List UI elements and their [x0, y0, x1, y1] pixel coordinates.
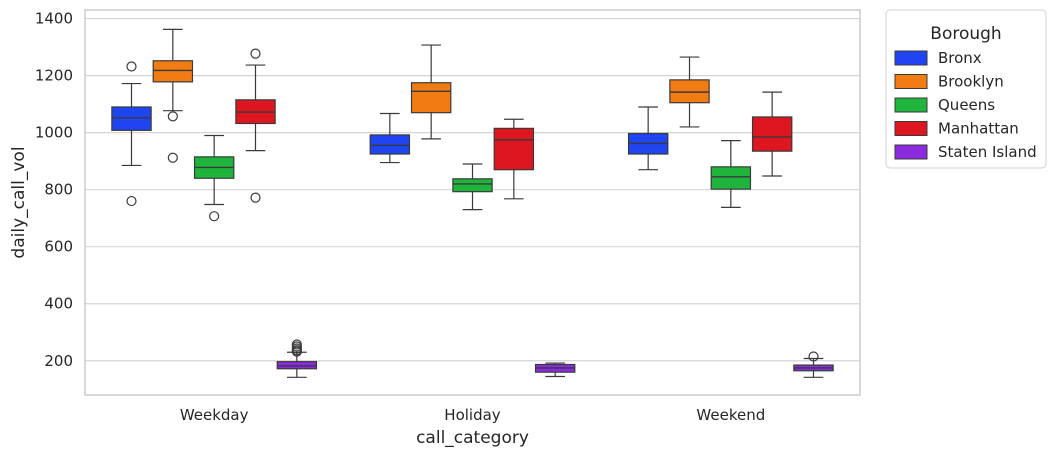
y-tick-label: 600 — [44, 238, 73, 256]
box-staten-island-weekend — [793, 351, 834, 378]
box-brooklyn-weekend — [669, 56, 710, 128]
y-tick-label: 200 — [44, 352, 73, 370]
legend-label: Brooklyn — [938, 73, 1004, 91]
legend: Borough Bronx Brooklyn Queens Manhattan Stat… — [885, 9, 1047, 169]
box-iqr — [669, 79, 710, 104]
box-bronx-weekday — [111, 61, 152, 207]
box-iqr — [276, 361, 318, 370]
legend-swatch — [894, 97, 928, 113]
plot-frame — [84, 9, 861, 396]
y-tick-label: 800 — [44, 181, 73, 199]
x-axis-label: call_category — [416, 428, 529, 448]
box-queens-weekend — [710, 140, 752, 208]
outlier-point — [167, 111, 178, 122]
box-iqr — [410, 82, 452, 114]
box-queens-weekday — [193, 134, 235, 222]
box-bronx-weekend — [627, 106, 669, 171]
box-iqr — [710, 166, 752, 190]
legend-label: Queens — [938, 96, 995, 114]
legend-swatch — [894, 121, 928, 136]
x-tick-label: Weekday — [180, 406, 249, 424]
outlier-point — [250, 192, 261, 203]
box-bronx-holiday — [369, 112, 411, 164]
y-tick-label: 1000 — [35, 124, 73, 142]
outlier-point — [126, 61, 137, 72]
x-ticks: Weekday Holiday Weekend — [180, 406, 765, 424]
box-iqr — [452, 178, 493, 193]
boxes — [111, 28, 834, 378]
y-tick-label: 1400 — [35, 10, 73, 28]
box-manhattan-weekend — [751, 91, 793, 177]
legend-title: Borough — [930, 24, 1001, 44]
box-staten-island-weekday — [276, 339, 318, 378]
box-staten-island-holiday — [534, 362, 576, 378]
outlier-point — [126, 195, 137, 207]
box-manhattan-weekday — [235, 48, 276, 203]
box-brooklyn-holiday — [410, 44, 452, 140]
legend-swatch — [894, 144, 928, 160]
box-iqr — [493, 127, 535, 171]
outlier-point — [209, 211, 220, 222]
y-tick-label: 400 — [44, 295, 73, 313]
box-iqr — [152, 60, 194, 83]
outlier-point — [250, 48, 261, 59]
legend-swatch — [894, 50, 928, 66]
outlier-point — [808, 351, 819, 362]
legend-items: Bronx Brooklyn Queens Manhattan Staten Islan… — [894, 49, 1037, 161]
legend-label: Staten Island — [938, 143, 1037, 161]
x-tick-label: Holiday — [444, 406, 501, 424]
legend-swatch — [894, 74, 928, 89]
box-iqr — [369, 134, 411, 155]
outlier-point — [291, 346, 302, 357]
y-ticks: 200 400 600 800 1000 1200 1400 — [35, 10, 73, 370]
box-manhattan-holiday — [493, 118, 535, 200]
legend-label: Manhattan — [938, 120, 1019, 138]
x-tick-label: Weekend — [696, 406, 765, 424]
box-iqr — [111, 106, 152, 131]
y-tick-label: 1200 — [35, 67, 73, 85]
box-iqr — [751, 116, 793, 152]
legend-label: Bronx — [938, 49, 982, 67]
box-queens-holiday — [452, 163, 493, 211]
box-brooklyn-weekday — [152, 28, 194, 163]
outlier-point — [167, 152, 178, 163]
y-axis-label: daily_call_vol — [9, 146, 29, 258]
